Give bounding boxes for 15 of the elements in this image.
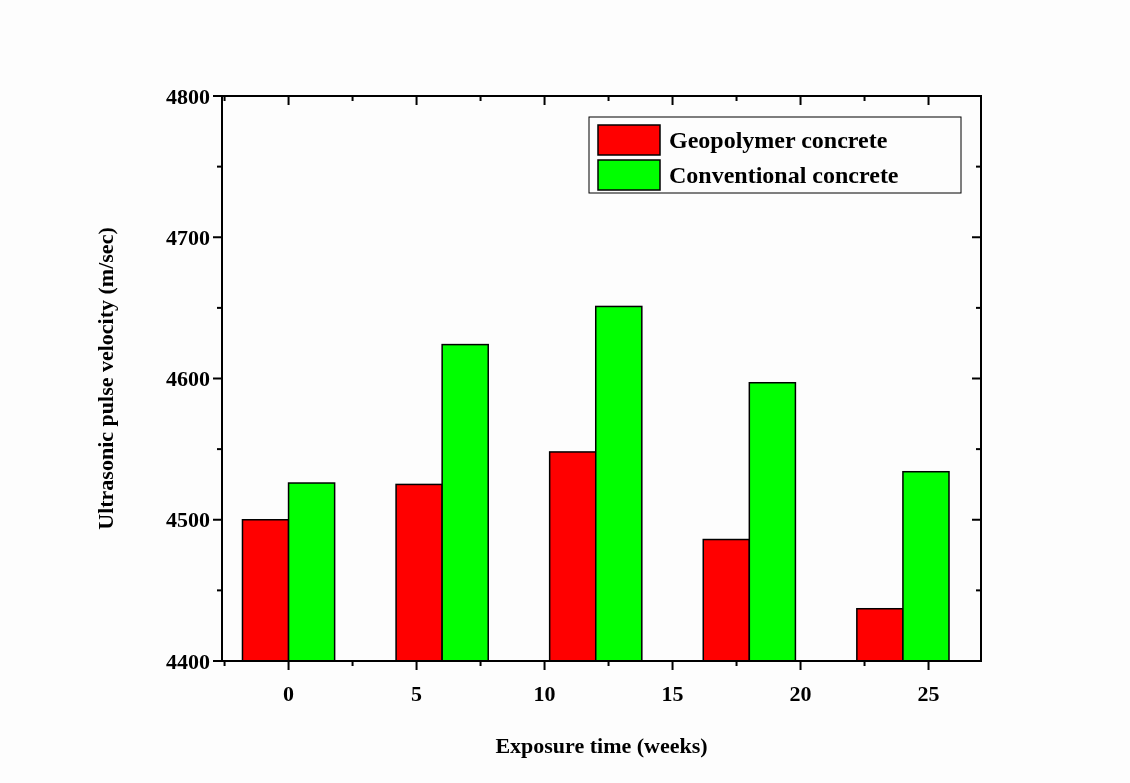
- x-tick-label: 5: [411, 681, 423, 706]
- x-tick-label: 15: [661, 681, 684, 706]
- x-tick-label: 10: [533, 681, 556, 706]
- y-tick-label: 4600: [166, 366, 210, 392]
- y-tick-label: 4800: [166, 83, 210, 109]
- x-tick-label: 25: [917, 681, 940, 706]
- x-tick-label: 0: [283, 681, 295, 706]
- y-tick-label: 4500: [166, 507, 210, 533]
- y-axis-title: Ultrasonic pulse velocity (m/sec): [93, 227, 118, 530]
- legend-label: Geopolymer concrete: [669, 127, 888, 154]
- x-tick-label: 20: [789, 681, 812, 706]
- y-tick-label: 4700: [166, 224, 210, 250]
- legend-label: Conventional concrete: [669, 162, 899, 189]
- x-axis-title: Exposure time (weeks): [495, 733, 708, 758]
- y-tick-label: 4400: [166, 648, 210, 674]
